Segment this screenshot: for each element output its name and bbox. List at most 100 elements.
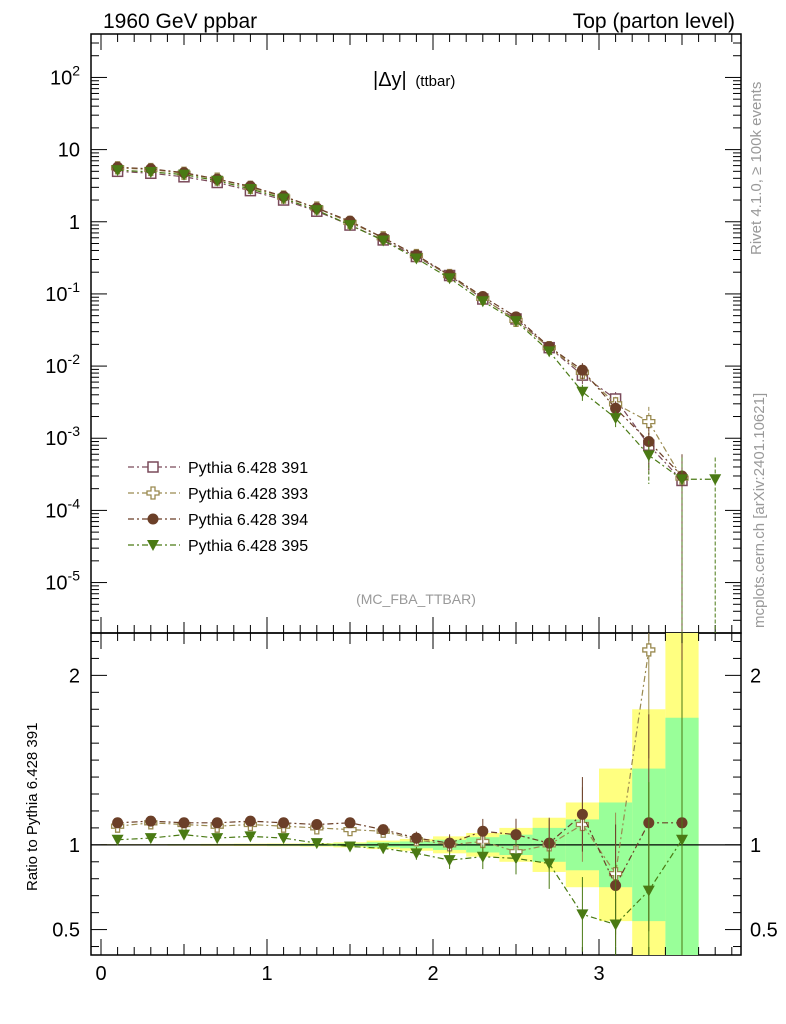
- data-point: [642, 450, 655, 462]
- ratio-point-shape: [642, 643, 656, 657]
- ratio-point: [477, 825, 489, 837]
- data-point-shape: [178, 169, 190, 181]
- ratio-point-shape: [277, 833, 290, 845]
- y-tick-label-exp: -4: [68, 495, 81, 511]
- ratio-point-shape: [410, 848, 423, 860]
- ratio-point: [211, 817, 223, 829]
- data-point-shape: [609, 413, 622, 425]
- y-tick-label-base: 10: [45, 500, 67, 522]
- ratio-point: [145, 815, 157, 827]
- ratio-point: [510, 853, 522, 865]
- legend-marker-shape: [146, 486, 160, 500]
- data-point-shape: [709, 474, 722, 486]
- y-tick-label-exp: -5: [68, 568, 81, 584]
- data-point-shape: [344, 220, 356, 232]
- y-tick-label: 10-1: [45, 279, 80, 306]
- ratio-point: [244, 831, 257, 843]
- ratio-point-shape: [477, 825, 489, 837]
- ratio-point: [443, 855, 456, 867]
- data-point-shape: [576, 386, 589, 398]
- ratio-point: [311, 819, 323, 831]
- legend-marker: [147, 513, 159, 525]
- ratio-point-shape: [278, 817, 290, 829]
- x-tick-label: 0: [95, 963, 106, 985]
- data-point-shape: [476, 296, 489, 308]
- ratio-point: [576, 808, 588, 820]
- y-tick-label: 102: [50, 62, 80, 89]
- ratio-point: [278, 817, 290, 829]
- ratio-point-shape: [111, 834, 124, 846]
- data-point-shape: [310, 205, 323, 217]
- y-tick-label: 10-5: [45, 568, 80, 595]
- data-point: [377, 235, 390, 247]
- legend-label: Pythia 6.428 394: [188, 512, 308, 529]
- header-energy: 1960 GeV ppbar: [103, 10, 257, 33]
- main-series-group: [110, 161, 722, 633]
- header-process: Top (parton level): [573, 10, 735, 33]
- y-tick-label: 10-4: [45, 495, 80, 522]
- ratio-point-shape: [443, 855, 456, 867]
- series-line: [117, 170, 683, 481]
- ratio-point-shape: [211, 833, 224, 845]
- ratio-point: [178, 829, 190, 841]
- y-tick-label: 10-2: [45, 351, 80, 378]
- ratio-point: [576, 909, 589, 921]
- ratio-point: [211, 833, 224, 845]
- data-point: [576, 386, 589, 398]
- ratio-series-line: [117, 834, 683, 926]
- y-tick-label: 10-3: [45, 423, 80, 450]
- ratio-tick-label-right: 1: [750, 835, 761, 857]
- legend-marker: [147, 540, 159, 551]
- y-tick-label-exp: 2: [72, 62, 80, 78]
- ratio-point: [244, 815, 256, 827]
- ratio-point-shape: [676, 834, 688, 846]
- data-point: [144, 166, 157, 178]
- ratio-point-shape: [145, 815, 157, 827]
- ratio-point-shape: [543, 858, 556, 870]
- data-point: [410, 253, 423, 265]
- ratio-point: [444, 837, 456, 849]
- data-point: [344, 220, 356, 232]
- data-point-shape: [443, 273, 456, 285]
- ratio-point-shape: [211, 817, 223, 829]
- ratio-point-shape: [609, 919, 622, 931]
- series-line: [117, 166, 683, 477]
- data-point-shape: [111, 165, 124, 177]
- data-point: [709, 474, 722, 486]
- ratio-point-shape: [112, 817, 124, 829]
- ratio-tick-label: 0.5: [52, 920, 80, 942]
- series-line: [117, 169, 716, 480]
- ratio-series-group: [110, 633, 688, 955]
- ratio-tick-label-right: 2: [750, 665, 761, 687]
- ratio-point-shape: [311, 819, 323, 831]
- ratio-point-shape: [510, 829, 522, 841]
- data-point-shape: [642, 450, 655, 462]
- data-point: [543, 346, 556, 358]
- legend-marker-shape: [147, 461, 159, 473]
- ratio-point: [410, 832, 422, 844]
- ratio-point-shape: [344, 817, 356, 829]
- ratio-tick-label: 1: [69, 835, 80, 857]
- ratio-point-shape: [444, 837, 456, 849]
- ratio-point: [510, 829, 522, 841]
- data-point-shape: [410, 253, 423, 265]
- ratio-point-shape: [642, 885, 655, 897]
- data-point-shape: [576, 364, 588, 376]
- plot-title-main: |Δy|: [373, 69, 407, 91]
- analysis-label: (MC_FBA_TTBAR): [356, 591, 476, 607]
- ratio-point-shape: [244, 831, 257, 843]
- legend-marker-shape: [147, 540, 159, 551]
- legend: Pythia 6.428 391 Pythia 6.428 393 Pythia 6…: [128, 460, 308, 555]
- y-tick-label-exp: -3: [68, 423, 81, 439]
- plot-title: |Δy| (ttbar): [373, 69, 455, 91]
- data-point: [676, 474, 688, 486]
- y-tick-label-base: 10: [45, 573, 67, 595]
- ratio-point: [676, 834, 688, 846]
- y-tick-label: 10: [58, 140, 80, 162]
- legend-label: Pythia 6.428 395: [188, 538, 308, 555]
- y-tick-label-base: 10: [45, 356, 67, 378]
- data-point: [310, 205, 323, 217]
- rivet-label: Rivet 4.1.0, ≥ 100k events: [748, 82, 765, 255]
- data-point: [642, 414, 656, 429]
